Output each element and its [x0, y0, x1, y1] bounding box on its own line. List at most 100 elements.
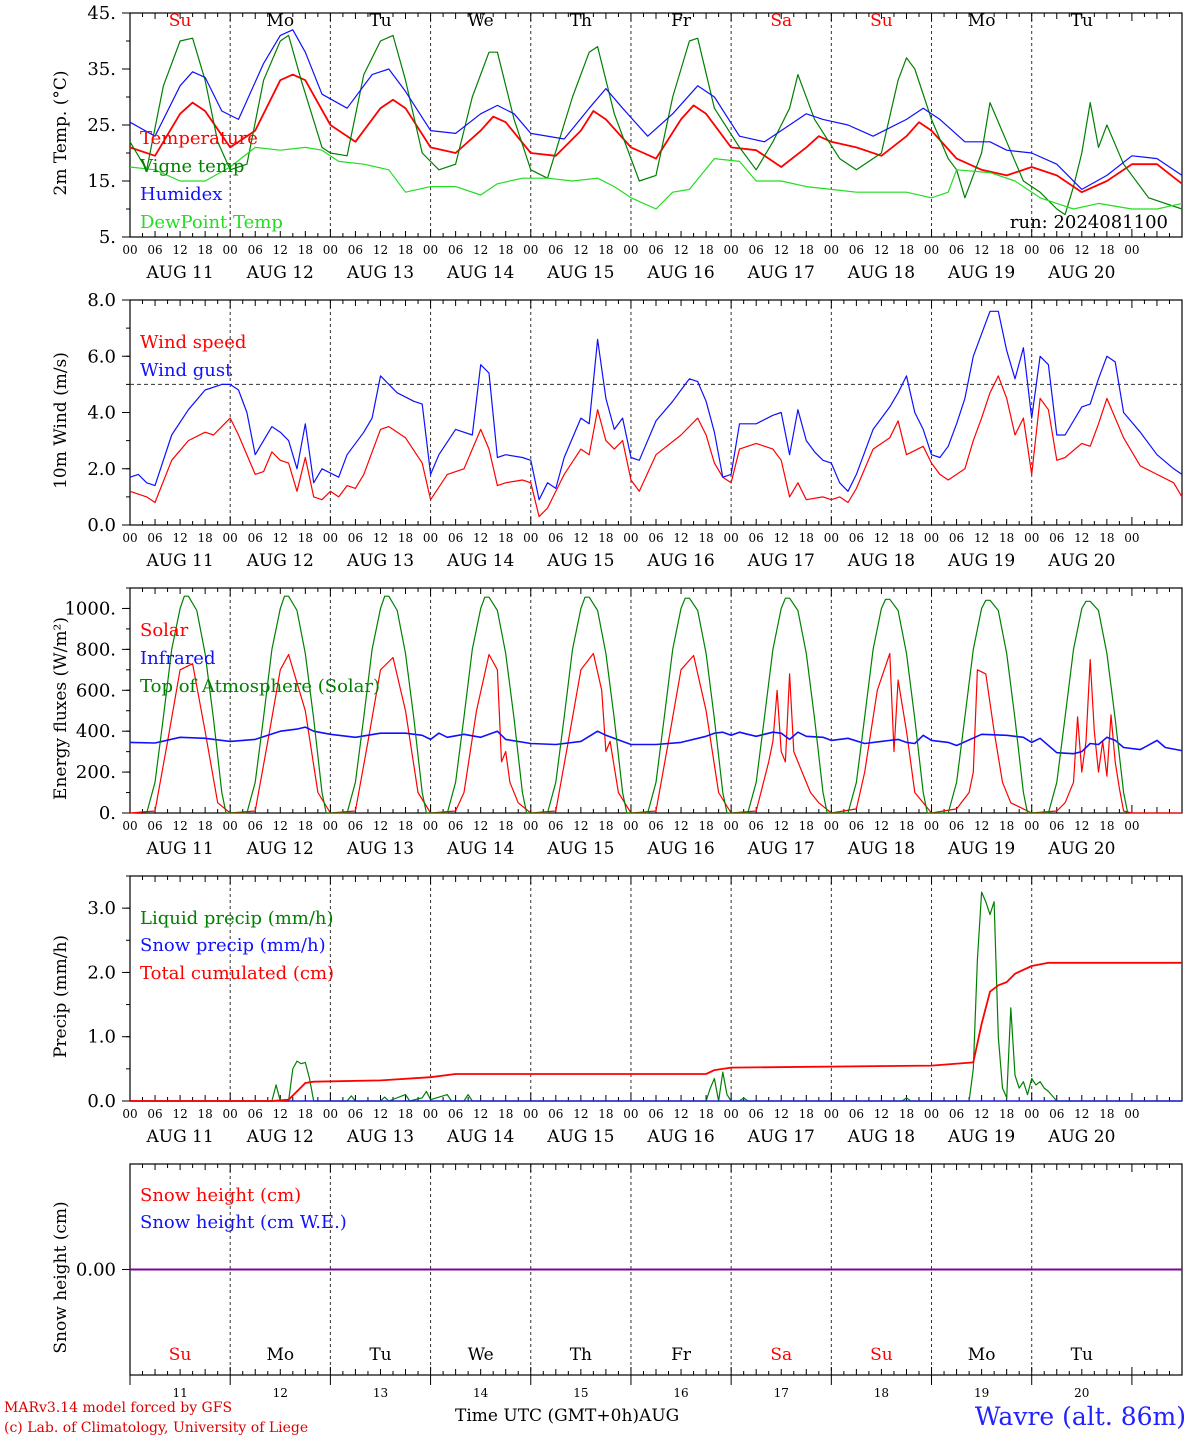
hour-tick-label: 12 [172, 819, 187, 833]
hour-tick-label: 18 [1099, 531, 1114, 545]
hour-tick-label: 06 [749, 1107, 764, 1121]
date-label: AUG 12 [246, 551, 314, 571]
date-label: AUG 12 [246, 1127, 314, 1147]
hour-tick-label: 00 [623, 1107, 638, 1121]
hour-tick-label: 12 [673, 243, 688, 257]
hour-tick-label: 18 [999, 1107, 1014, 1121]
hour-tick-label: 12 [974, 243, 989, 257]
date-label: AUG 18 [847, 839, 915, 859]
hour-tick-label: 18 [498, 243, 513, 257]
date-label: AUG 17 [747, 839, 815, 859]
hour-tick-label: 18 [398, 531, 413, 545]
legend-entry: Solar [140, 620, 189, 641]
hour-tick-label: 12 [874, 243, 889, 257]
date-label: AUG 15 [546, 263, 614, 283]
y-tick-label: 4.0 [87, 403, 116, 424]
date-label: AUG 18 [847, 1127, 915, 1147]
date-label: AUG 15 [546, 1127, 614, 1147]
y-axis-label: Snow height (cm) [51, 1201, 71, 1353]
legend-entry: Vigne temp [139, 156, 244, 177]
date-label: AUG 14 [446, 263, 514, 283]
hour-tick-label: 12 [874, 1107, 889, 1121]
y-tick-label: 200. [76, 762, 116, 783]
hour-tick-label: 12 [974, 1107, 989, 1121]
hour-tick-label: 06 [448, 1107, 463, 1121]
weekday-label: We [468, 1345, 494, 1365]
weekday-label: Th [570, 11, 592, 31]
day-number-label: 14 [473, 1386, 489, 1400]
hour-tick-label: 12 [373, 819, 388, 833]
date-label: AUG 13 [346, 839, 414, 859]
hour-tick-label: 12 [473, 1107, 488, 1121]
y-tick-label: 800. [76, 639, 116, 660]
hour-tick-label: 06 [248, 1107, 263, 1121]
y-tick-label: 0.0 [87, 1091, 116, 1112]
weekday-label: Fr [671, 1345, 692, 1365]
weekday-label: Fr [671, 11, 692, 31]
series-line-dewpoint-temp [129, 146, 1183, 210]
hour-tick-label: 06 [348, 1107, 363, 1121]
y-tick-label: 5. [99, 227, 116, 248]
hour-tick-label: 12 [874, 531, 889, 545]
hour-tick-label: 00 [223, 531, 238, 545]
hour-tick-label: 00 [924, 1107, 939, 1121]
hour-tick-label: 00 [122, 531, 137, 545]
y-tick-label: 3.0 [87, 898, 116, 919]
hour-tick-label: 18 [1099, 243, 1114, 257]
hour-tick-label: 06 [248, 819, 263, 833]
hour-tick-label: 06 [348, 531, 363, 545]
date-label: AUG 20 [1047, 1127, 1115, 1147]
series-line-infrared [129, 726, 1183, 755]
hour-tick-label: 00 [223, 819, 238, 833]
hour-tick-label: 00 [523, 819, 538, 833]
hour-tick-label: 12 [473, 243, 488, 257]
y-axis-label: 10m Wind (m/s) [51, 352, 71, 489]
y-tick-label: 400. [76, 721, 116, 742]
date-label: AUG 11 [145, 263, 213, 283]
hour-tick-label: 12 [373, 1107, 388, 1121]
series-line-wind-speed [129, 375, 1183, 518]
y-tick-label: 0.0 [87, 515, 116, 536]
hour-tick-label: 06 [448, 243, 463, 257]
hour-tick-label: 00 [724, 531, 739, 545]
y-axis-label: Precip (mm/h) [51, 935, 71, 1058]
series-line-vigne-temp [129, 34, 1183, 216]
hour-tick-label: 18 [999, 819, 1014, 833]
hour-tick-label: 12 [1074, 531, 1089, 545]
hour-tick-label: 00 [223, 243, 238, 257]
legend-entry: Wind speed [140, 332, 246, 353]
series-line-wind-gust [129, 310, 1183, 501]
hour-tick-label: 06 [749, 243, 764, 257]
date-label: AUG 18 [847, 551, 915, 571]
hour-tick-label: 18 [398, 243, 413, 257]
hour-tick-label: 12 [774, 531, 789, 545]
hour-tick-label: 00 [122, 1107, 137, 1121]
hour-tick-label: 06 [949, 243, 964, 257]
hour-tick-label: 00 [824, 1107, 839, 1121]
series-line-temperature [129, 73, 1183, 194]
hour-tick-label: 00 [323, 1107, 338, 1121]
date-label: AUG 19 [947, 263, 1015, 283]
weekday-label: Mo [266, 1345, 294, 1365]
weekday-label: Tu [369, 11, 391, 31]
hour-tick-label: 00 [1024, 819, 1039, 833]
date-label: AUG 11 [145, 839, 213, 859]
hour-tick-label: 00 [924, 243, 939, 257]
hour-tick-label: 06 [548, 819, 563, 833]
series-line-total-cumulated-cm [130, 961, 1182, 1102]
hour-tick-label: 18 [999, 531, 1014, 545]
hour-tick-label: 12 [273, 531, 288, 545]
hour-tick-label: 12 [774, 243, 789, 257]
hour-tick-label: 06 [548, 531, 563, 545]
hour-tick-label: 00 [1124, 1107, 1139, 1121]
weekday-label: Mo [968, 11, 996, 31]
hour-tick-label: 00 [523, 531, 538, 545]
hour-tick-label: 06 [1049, 531, 1064, 545]
date-label: AUG 19 [947, 1127, 1015, 1147]
hour-tick-label: 12 [673, 531, 688, 545]
hour-tick-label: 18 [899, 1107, 914, 1121]
date-label: AUG 19 [947, 839, 1015, 859]
legend-entry: Wind gust [140, 360, 233, 381]
legend-entry: Infrared [140, 648, 215, 669]
